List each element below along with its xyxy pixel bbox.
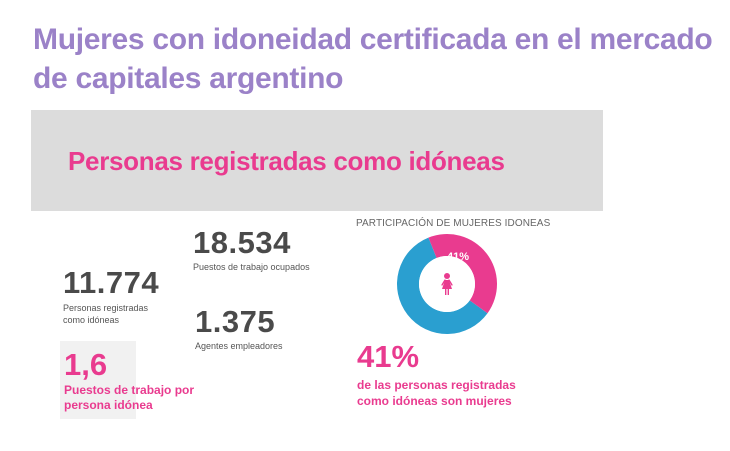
banner-title: Personas registradas como idóneas [68,146,505,176]
participation-desc-line-1: de las personas registradas [357,378,516,392]
stat-agents: 1.375 Agentes empleadores [195,305,283,352]
participation-big-value: 41% [357,339,420,374]
stat-jobs: 18.534 Puestos de trabajo ocupados [193,226,310,273]
stat-registered-value: 11.774 [63,265,160,300]
stat-ratio-value: 1,6 [64,347,108,382]
participation-description: de las personas registradas como idóneas… [357,377,577,409]
stat-ratio-label-1: Puestos de trabajo por [64,383,195,397]
donut-segment-women [428,234,497,314]
donut-segment-rest [397,237,488,334]
donut-percent-label: 41% [447,251,469,263]
section-banner: Personas registradas como idóneas [31,110,603,211]
stat-jobs-value: 18.534 [193,225,291,260]
stat-registered-label-1: Personas registradas [63,303,149,313]
woman-icon [441,273,453,295]
participation-donut: 41% [397,234,497,334]
stat-agents-value: 1.375 [195,304,276,339]
participation-heading: PARTICIPACIÓN DE MUJERES IDONEAS [356,218,551,229]
stat-registered: 11.774 Personas registradas como idóneas [63,266,159,326]
participation-desc-line-2: como idóneas son mujeres [357,394,512,408]
ratio-background [60,341,136,419]
stat-ratio-label-2: persona idónea [64,398,153,412]
stat-agents-label: Agentes empleadores [195,341,283,351]
stat-registered-label-2: como idóneas [63,315,120,325]
page-title: Mujeres con idoneidad certificada en el … [33,23,713,95]
stat-jobs-label: Puestos de trabajo ocupados [193,262,310,272]
stat-ratio: 1,6 Puestos de trabajo por persona idóne… [64,348,194,413]
